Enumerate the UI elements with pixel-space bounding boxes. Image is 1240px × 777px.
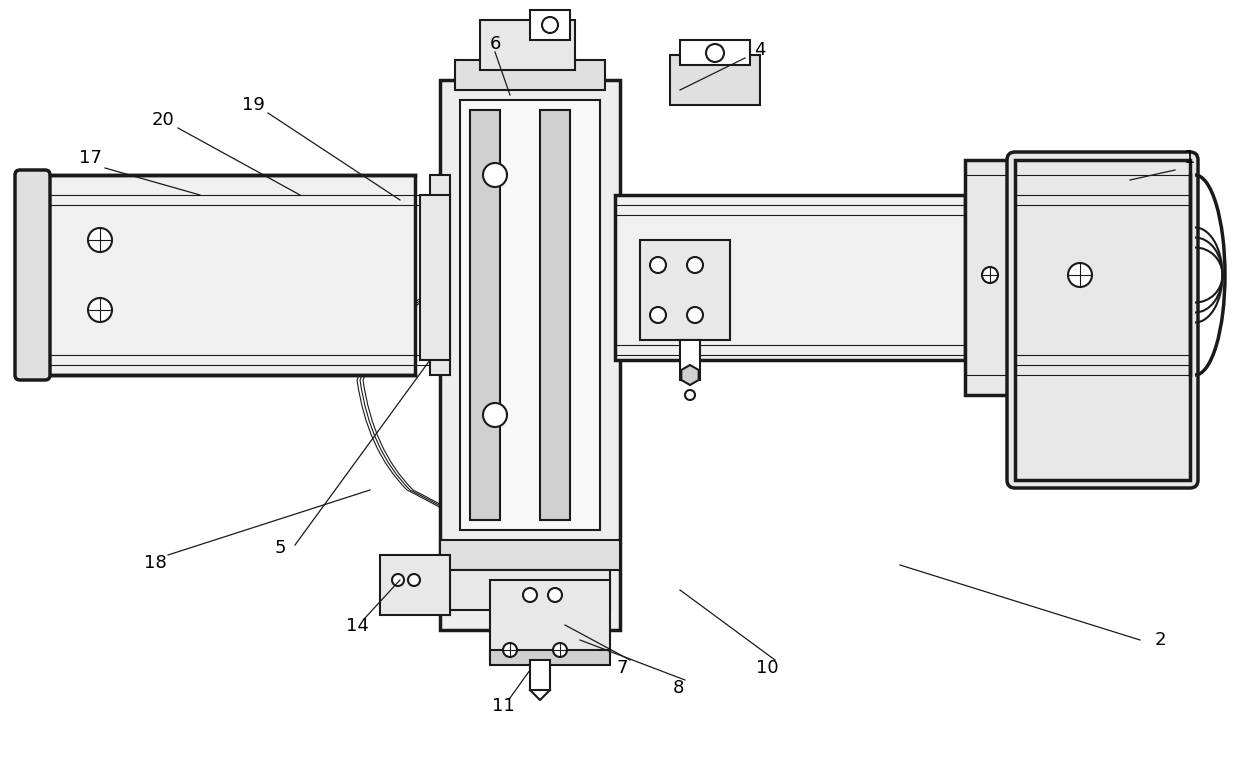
Bar	[680, 340, 701, 380]
Circle shape	[982, 267, 998, 283]
Circle shape	[650, 257, 666, 273]
Circle shape	[548, 588, 562, 602]
Bar	[529, 660, 551, 690]
Circle shape	[503, 643, 517, 657]
Circle shape	[553, 643, 567, 657]
FancyBboxPatch shape	[1007, 152, 1198, 488]
Bar	[965, 160, 1016, 395]
Text: 19: 19	[242, 96, 264, 114]
Circle shape	[392, 574, 404, 586]
Bar	[480, 20, 575, 70]
Text: 11: 11	[491, 697, 515, 715]
Circle shape	[687, 307, 703, 323]
Circle shape	[523, 588, 537, 602]
Circle shape	[408, 574, 420, 586]
Bar	[379, 555, 450, 615]
Bar	[490, 650, 610, 665]
Bar	[670, 55, 760, 105]
Circle shape	[88, 228, 112, 252]
Bar	[430, 175, 450, 375]
Circle shape	[542, 17, 558, 33]
Circle shape	[706, 44, 724, 62]
Bar	[440, 80, 620, 630]
Bar	[615, 195, 965, 360]
Text: 1: 1	[1184, 149, 1195, 167]
Text: 4: 4	[754, 41, 766, 59]
Bar	[539, 110, 570, 520]
Bar	[450, 570, 610, 610]
Text: 20: 20	[151, 111, 175, 129]
Bar	[490, 580, 610, 660]
Circle shape	[484, 403, 507, 427]
Bar	[470, 110, 500, 520]
Text: 10: 10	[755, 659, 779, 677]
Text: 18: 18	[144, 554, 166, 572]
Circle shape	[1068, 263, 1092, 287]
Bar	[455, 60, 605, 90]
Text: 14: 14	[346, 617, 368, 635]
Bar	[420, 195, 450, 360]
Bar	[680, 40, 750, 65]
Text: 8: 8	[672, 679, 683, 697]
Circle shape	[684, 390, 694, 400]
Bar	[35, 175, 415, 375]
Bar	[440, 540, 620, 570]
Bar	[529, 10, 570, 40]
Circle shape	[88, 298, 112, 322]
Text: 17: 17	[78, 149, 102, 167]
Text: 5: 5	[274, 539, 285, 557]
Circle shape	[687, 257, 703, 273]
Circle shape	[484, 163, 507, 187]
Text: 2: 2	[1154, 631, 1166, 649]
FancyBboxPatch shape	[15, 170, 50, 380]
Text: 6: 6	[490, 35, 501, 53]
Bar	[1016, 160, 1190, 480]
Bar	[640, 240, 730, 340]
Bar	[460, 100, 600, 530]
Circle shape	[650, 307, 666, 323]
Text: 7: 7	[616, 659, 627, 677]
